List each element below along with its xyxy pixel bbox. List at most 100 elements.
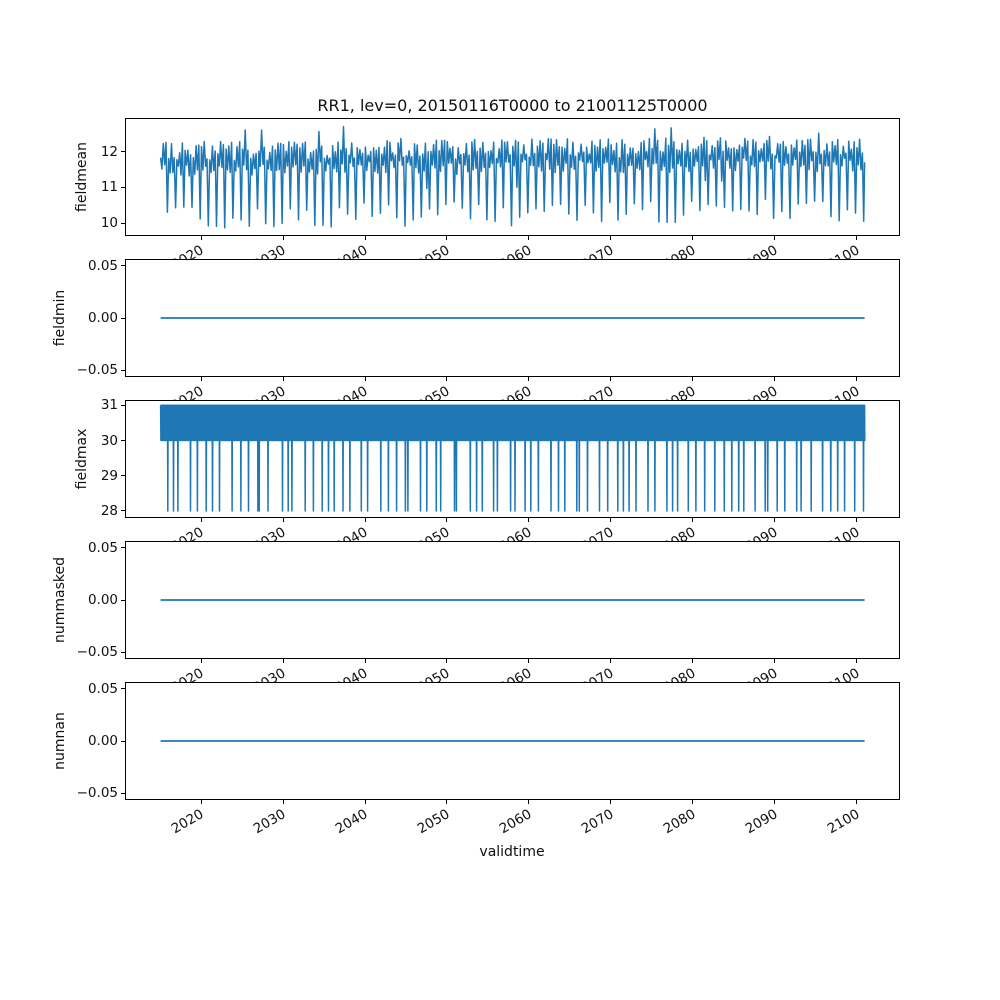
x-tick-mark <box>610 518 612 522</box>
x-tick-mark <box>856 377 858 381</box>
y-tick-mark <box>121 651 125 653</box>
x-tick-mark <box>856 659 858 663</box>
x-tick-mark <box>610 800 612 804</box>
y-tick-label: 28 <box>100 502 118 519</box>
x-tick-mark <box>774 800 776 804</box>
x-tick-label: 2090 <box>742 806 781 838</box>
figure-title: RR1, lev=0, 20150116T0000 to 21001125T00… <box>317 96 708 115</box>
y-tick-label: 12 <box>100 143 118 160</box>
y-tick-mark <box>121 404 125 406</box>
y-tick-mark <box>121 740 125 742</box>
x-tick-label: 2070 <box>578 806 617 838</box>
y-axis-label-fieldmean: fieldmean <box>74 142 90 212</box>
x-tick-mark <box>446 518 448 522</box>
y-tick-label: 29 <box>100 467 118 484</box>
y-tick-mark <box>121 369 125 371</box>
x-tick-mark <box>692 800 694 804</box>
x-tick-label: 2030 <box>250 806 289 838</box>
subplot-fieldmean: fieldmean 12 11 10 2020 2030 2040 2050 2060 2070… <box>74 118 900 273</box>
x-tick-mark <box>774 377 776 381</box>
x-tick-label: 2040 <box>332 806 371 838</box>
x-tick-mark <box>692 236 694 240</box>
x-tick-mark <box>610 236 612 240</box>
y-tick-label: 0.00 <box>87 592 118 608</box>
y-axis-label-numnan: numnan <box>52 712 68 770</box>
x-tick-mark <box>446 236 448 240</box>
x-tick-mark <box>364 377 366 381</box>
y-tick-label: 0.05 <box>87 257 118 274</box>
y-tick-label: 0.05 <box>87 539 118 556</box>
x-tick-mark <box>774 236 776 240</box>
y-axis-label-nummasked: nummasked <box>52 556 68 644</box>
x-tick-mark <box>446 659 448 663</box>
y-tick-label: 31 <box>100 397 118 414</box>
y-tick-mark <box>121 510 125 512</box>
x-tick-mark <box>610 377 612 381</box>
x-tick-mark <box>364 800 366 804</box>
numnan-line-plot <box>160 740 865 742</box>
x-tick-mark <box>692 377 694 381</box>
subplot-fieldmax: fieldmax 31 30 29 28 2020 2030 2040 2050 2060 207… <box>74 397 900 555</box>
x-tick-label: 2020 <box>168 806 207 838</box>
x-tick-mark <box>446 377 448 381</box>
y-tick-mark <box>121 222 125 224</box>
x-tick-mark <box>282 518 284 522</box>
x-tick-mark <box>200 518 202 522</box>
x-tick-mark <box>282 236 284 240</box>
x-tick-mark <box>282 377 284 381</box>
y-tick-mark <box>121 317 125 319</box>
y-tick-label: −0.05 <box>76 644 118 661</box>
x-tick-mark <box>692 518 694 522</box>
x-tick-mark <box>282 800 284 804</box>
x-tick-mark <box>364 236 366 240</box>
x-tick-mark <box>364 518 366 522</box>
y-tick-label: 11 <box>100 179 118 196</box>
x-tick-mark <box>856 236 858 240</box>
x-tick-mark <box>200 377 202 381</box>
fieldmin-line-plot <box>160 317 865 319</box>
y-tick-label: −0.05 <box>76 362 118 379</box>
x-tick-mark <box>528 518 530 522</box>
x-axis-label: validtime <box>479 844 545 860</box>
x-tick-mark <box>528 236 530 240</box>
x-tick-label: 2080 <box>660 806 699 838</box>
y-axis-label-fieldmax: fieldmax <box>74 428 90 490</box>
nummasked-line-plot <box>160 599 865 601</box>
x-tick-mark <box>282 659 284 663</box>
x-tick-mark <box>446 800 448 804</box>
x-tick-mark <box>200 800 202 804</box>
y-tick-mark <box>121 440 125 441</box>
x-tick-mark <box>528 800 530 804</box>
x-tick-mark <box>774 659 776 663</box>
x-tick-mark <box>364 659 366 663</box>
x-tick-label: 2100 <box>824 806 863 838</box>
x-tick-mark <box>528 659 530 663</box>
y-tick-mark <box>121 186 125 188</box>
y-tick-mark <box>121 151 125 153</box>
y-tick-label: 0.00 <box>87 310 118 326</box>
x-tick-label: 2050 <box>414 806 453 838</box>
y-axis-label-fieldmin: fieldmin <box>52 289 68 347</box>
subplot-nummasked: nummasked 0.05 0.00 −0.05 2020 2030 2040 2050 2… <box>52 540 900 696</box>
x-tick-mark <box>200 659 202 663</box>
x-tick-mark <box>856 518 858 522</box>
x-tick-mark <box>200 236 202 240</box>
subplot-fieldmin: fieldmin 0.05 0.00 −0.05 2020 2030 2040 2050 20… <box>52 258 900 414</box>
y-tick-label: −0.05 <box>76 785 118 802</box>
y-tick-label: 30 <box>100 432 118 449</box>
series-line-fieldmax <box>159 404 866 512</box>
x-tick-mark <box>774 518 776 522</box>
y-tick-mark <box>121 792 125 794</box>
x-tick-mark <box>528 377 530 381</box>
series-line-fieldmean <box>159 125 866 229</box>
subplot-numnan: numnan validtime 0.05 0.00 −0.05 2020 2030 20… <box>52 681 900 860</box>
fieldmean-line-plot <box>159 125 866 229</box>
y-tick-mark <box>121 688 125 690</box>
y-tick-mark <box>121 547 125 549</box>
x-tick-mark <box>856 800 858 804</box>
y-tick-mark <box>121 475 125 477</box>
x-tick-mark <box>610 659 612 663</box>
y-tick-label: 0.05 <box>87 680 118 697</box>
y-tick-label: 10 <box>100 215 118 232</box>
